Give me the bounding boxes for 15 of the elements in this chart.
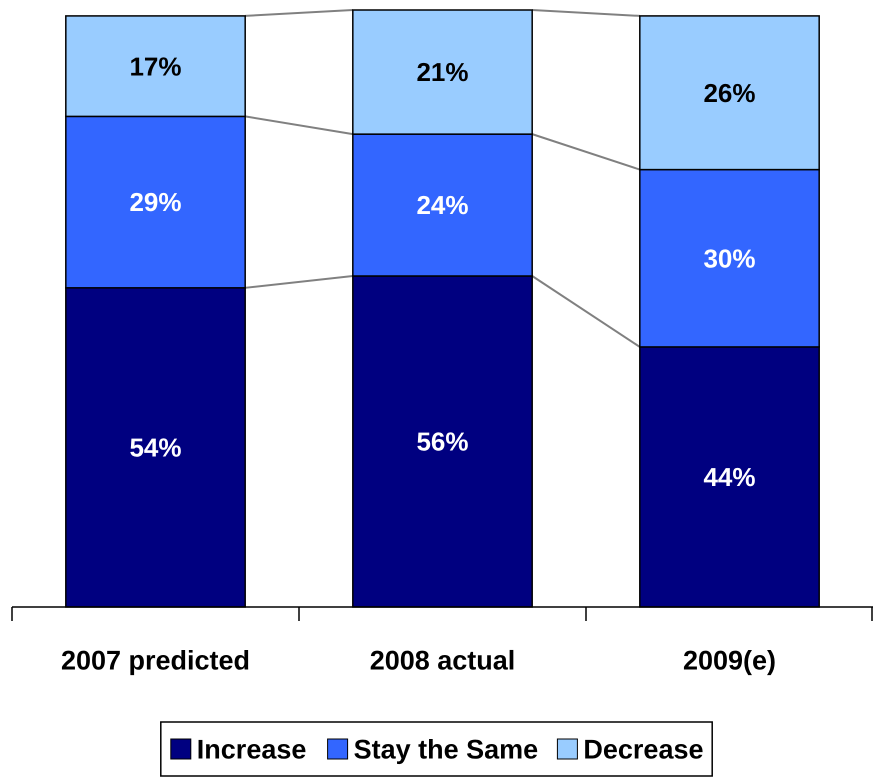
x-tick-label: 2009(e) <box>682 645 776 676</box>
data-label: 30% <box>703 243 756 274</box>
legend-label: Stay the Same <box>354 734 538 764</box>
legend-label: Increase <box>196 734 306 764</box>
data-label: 54% <box>129 432 182 463</box>
data-label: 29% <box>129 187 182 218</box>
data-label: 26% <box>703 78 756 108</box>
data-label: 56% <box>416 426 469 457</box>
data-label: 21% <box>416 57 469 88</box>
data-label: 17% <box>129 51 182 82</box>
data-label: 24% <box>416 190 469 220</box>
data-label: 44% <box>703 462 756 492</box>
x-tick-label: 2007 predicted <box>60 645 250 676</box>
x-tick-label: 2008 actual <box>370 645 516 676</box>
legend-label: Decrease <box>583 734 704 764</box>
